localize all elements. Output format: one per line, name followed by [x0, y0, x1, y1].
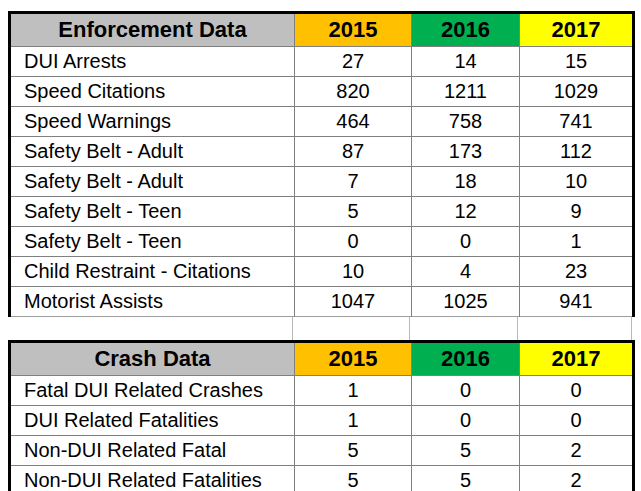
- grid-gap-row: [8, 317, 632, 340]
- value-cell: 2: [520, 436, 634, 466]
- spreadsheet-area: Enforcement Data 2015 2016 2017 DUI Arre…: [0, 0, 641, 491]
- value-cell: 0: [295, 227, 412, 257]
- value-cell: 1047: [295, 287, 412, 317]
- value-cell: 1: [295, 376, 412, 406]
- value-cell: 758: [412, 107, 520, 137]
- row-label: Safety Belt - Adult: [10, 137, 295, 167]
- value-cell: 9: [520, 197, 634, 227]
- crash-header-row: Crash Data 2015 2016 2017: [10, 342, 634, 376]
- value-cell: 0: [412, 406, 520, 436]
- table-row: Safety Belt - Adult 7 18 10: [10, 167, 634, 197]
- row-label: Non-DUI Related Fatalities: [10, 466, 295, 491]
- value-cell: 7: [295, 167, 412, 197]
- row-label: Speed Citations: [10, 77, 295, 107]
- value-cell: 1025: [412, 287, 520, 317]
- table-row: Speed Warnings 464 758 741: [10, 107, 634, 137]
- table-row: Safety Belt - Teen 5 12 9: [10, 197, 634, 227]
- value-cell: 27: [295, 47, 412, 77]
- value-cell: 14: [412, 47, 520, 77]
- value-cell: 1: [295, 406, 412, 436]
- value-cell: 5: [412, 436, 520, 466]
- value-cell: 0: [412, 376, 520, 406]
- value-cell: 23: [520, 257, 634, 287]
- table-row: Child Restraint - Citations 10 4 23: [10, 257, 634, 287]
- enforcement-year-header-2017: 2017: [520, 13, 634, 47]
- value-cell: 5: [412, 466, 520, 491]
- value-cell: 10: [295, 257, 412, 287]
- value-cell: 820: [295, 77, 412, 107]
- value-cell: 5: [295, 436, 412, 466]
- value-cell: 5: [295, 466, 412, 491]
- row-label: Safety Belt - Teen: [10, 197, 295, 227]
- value-cell: 2: [520, 466, 634, 491]
- value-cell: 173: [412, 137, 520, 167]
- value-cell: 87: [295, 137, 412, 167]
- value-cell: 18: [412, 167, 520, 197]
- value-cell: 0: [412, 227, 520, 257]
- row-label: Non-DUI Related Fatal: [10, 436, 295, 466]
- table-row: Motorist Assists 1047 1025 941: [10, 287, 634, 317]
- enforcement-header-row: Enforcement Data 2015 2016 2017: [10, 13, 634, 47]
- row-label: Child Restraint - Citations: [10, 257, 295, 287]
- table-row: Non-DUI Related Fatal 5 5 2: [10, 436, 634, 466]
- table-row: DUI Arrests 27 14 15: [10, 47, 634, 77]
- value-cell: 15: [520, 47, 634, 77]
- enforcement-data-table: Enforcement Data 2015 2016 2017 DUI Arre…: [8, 11, 635, 317]
- table-row: Fatal DUI Related Crashes 1 0 0: [10, 376, 634, 406]
- crash-year-header-2015: 2015: [295, 342, 412, 376]
- grid-gap-cell: [410, 317, 518, 340]
- row-label: DUI Arrests: [10, 47, 295, 77]
- value-cell: 4: [412, 257, 520, 287]
- value-cell: 5: [295, 197, 412, 227]
- row-label: Speed Warnings: [10, 107, 295, 137]
- row-label: Fatal DUI Related Crashes: [10, 376, 295, 406]
- table-row: DUI Related Fatalities 1 0 0: [10, 406, 634, 436]
- row-label: Safety Belt - Adult: [10, 167, 295, 197]
- grid-gap-cell: [293, 317, 410, 340]
- grid-gap-cell: [518, 317, 632, 340]
- value-cell: 1211: [412, 77, 520, 107]
- value-cell: 0: [520, 376, 634, 406]
- table-row: Safety Belt - Adult 87 173 112: [10, 137, 634, 167]
- crash-year-header-2016: 2016: [412, 342, 520, 376]
- value-cell: 10: [520, 167, 634, 197]
- crash-table-title: Crash Data: [10, 342, 295, 376]
- grid-gap-cell: [8, 317, 293, 340]
- row-label: Motorist Assists: [10, 287, 295, 317]
- value-cell: 741: [520, 107, 634, 137]
- table-row: Safety Belt - Teen 0 0 1: [10, 227, 634, 257]
- table-row: Non-DUI Related Fatalities 5 5 2: [10, 466, 634, 491]
- value-cell: 1: [520, 227, 634, 257]
- value-cell: 12: [412, 197, 520, 227]
- table-row: Speed Citations 820 1211 1029: [10, 77, 634, 107]
- value-cell: 464: [295, 107, 412, 137]
- value-cell: 112: [520, 137, 634, 167]
- enforcement-year-header-2015: 2015: [295, 13, 412, 47]
- value-cell: 1029: [520, 77, 634, 107]
- enforcement-table-title: Enforcement Data: [10, 13, 295, 47]
- row-label: DUI Related Fatalities: [10, 406, 295, 436]
- enforcement-year-header-2016: 2016: [412, 13, 520, 47]
- row-label: Safety Belt - Teen: [10, 227, 295, 257]
- crash-year-header-2017: 2017: [520, 342, 634, 376]
- value-cell: 0: [520, 406, 634, 436]
- value-cell: 941: [520, 287, 634, 317]
- crash-data-table: Crash Data 2015 2016 2017 Fatal DUI Rela…: [8, 340, 635, 491]
